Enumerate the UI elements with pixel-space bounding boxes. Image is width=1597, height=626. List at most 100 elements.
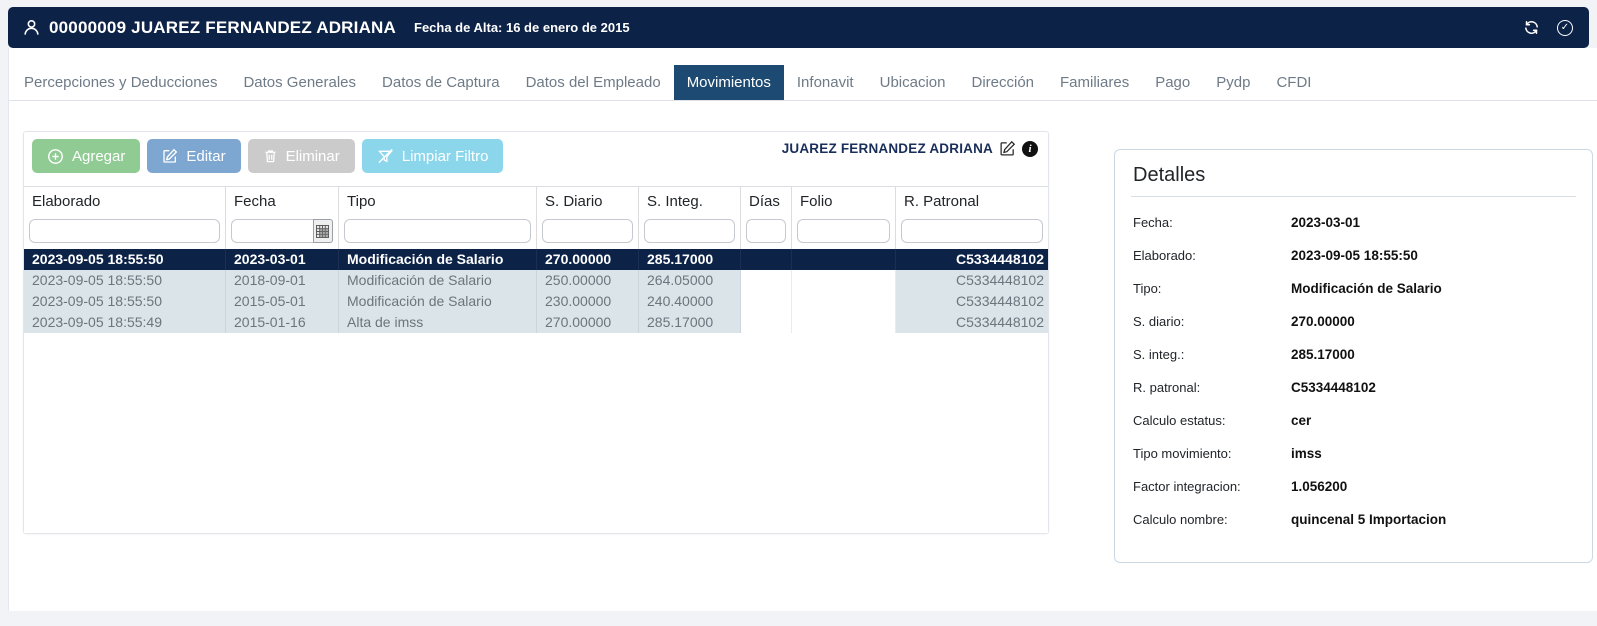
filter-elaborado-input[interactable] — [29, 219, 220, 243]
tab-pydp[interactable]: Pydp — [1216, 74, 1251, 91]
detail-value: imss — [1291, 446, 1322, 461]
table-empty-area — [24, 333, 1048, 533]
detail-label: S. diario: — [1133, 314, 1185, 329]
editar-label: Editar — [186, 147, 226, 165]
cell-elaborado: 2023-09-05 18:55:49 — [24, 312, 226, 333]
agregar-button[interactable]: Agregar — [32, 139, 141, 173]
cell-elaborado: 2023-09-05 18:55:50 — [24, 270, 226, 291]
cell-dias — [741, 270, 792, 291]
cell-r-patronal: C5334448102 — [896, 249, 1048, 270]
limpiar-filtro-button[interactable]: Limpiar Filtro — [361, 139, 504, 173]
filter-fecha-input[interactable] — [231, 219, 313, 243]
col-header-elaborado[interactable]: Elaborado — [24, 187, 226, 216]
table-row[interactable]: 2023-09-05 18:55:49 2015-01-16 Alta de i… — [24, 312, 1048, 333]
cell-s-integ: 264.05000 — [639, 270, 741, 291]
detail-label: Elaborado: — [1133, 248, 1196, 263]
cell-fecha: 2018-09-01 — [226, 270, 339, 291]
col-header-folio[interactable]: Folio — [792, 187, 896, 216]
calendar-icon[interactable] — [312, 219, 333, 243]
tab-infonavit[interactable]: Infonavit — [796, 74, 854, 91]
tab-direccion[interactable]: Dirección — [971, 74, 1035, 91]
cell-folio — [792, 270, 896, 291]
detail-label: Factor integracion: — [1133, 479, 1241, 494]
cell-r-patronal: C5334448102 — [896, 270, 1048, 291]
detail-value: Modificación de Salario — [1291, 281, 1442, 296]
detail-value: 285.17000 — [1291, 347, 1355, 362]
person-icon — [22, 18, 41, 37]
tab-ubicacion[interactable]: Ubicacion — [879, 74, 946, 91]
cell-fecha: 2023-03-01 — [226, 249, 339, 270]
col-header-s-diario[interactable]: S. Diario — [537, 187, 639, 216]
check-circle-icon[interactable]: ✓ — [1555, 18, 1575, 38]
col-header-r-patronal[interactable]: R. Patronal — [904, 193, 980, 210]
cell-fecha: 2015-01-16 — [226, 312, 339, 333]
cell-folio — [792, 249, 896, 270]
limpiar-filtro-label: Limpiar Filtro — [401, 147, 489, 165]
tab-familiares[interactable]: Familiares — [1060, 74, 1130, 91]
cell-s-integ: 240.40000 — [639, 291, 741, 312]
tab-movimientos[interactable]: Movimientos — [673, 65, 784, 100]
cell-elaborado: 2023-09-05 18:55:50 — [24, 249, 226, 270]
filter-s-diario-input[interactable] — [542, 219, 633, 243]
col-header-tipo[interactable]: Tipo — [339, 187, 537, 216]
fecha-alta-label: Fecha de Alta: 16 de enero de 2015 — [414, 20, 630, 35]
eliminar-button[interactable]: Eliminar — [247, 139, 355, 173]
tab-datos-generales[interactable]: Datos Generales — [243, 74, 357, 91]
col-header-s-integ[interactable]: S. Integ. — [639, 187, 741, 216]
sync-icon[interactable] — [1521, 18, 1541, 38]
filter-dias-input[interactable] — [746, 219, 786, 243]
trash-icon — [263, 148, 278, 164]
detail-row-r-patronal: R. patronal: C5334448102 — [1133, 368, 1574, 401]
cell-elaborado: 2023-09-05 18:55:50 — [24, 291, 226, 312]
detail-label: Calculo nombre: — [1133, 512, 1228, 527]
tab-datos-de-captura[interactable]: Datos de Captura — [382, 74, 500, 91]
edit-employee-icon[interactable] — [999, 140, 1016, 157]
eliminar-label: Eliminar — [285, 147, 340, 165]
filter-folio-input[interactable] — [797, 219, 890, 243]
detail-row-calculo-nombre: Calculo nombre: quincenal 5 Importacion — [1133, 500, 1574, 533]
detail-row-elaborado: Elaborado: 2023-09-05 18:55:50 — [1133, 236, 1574, 269]
detail-value: cer — [1291, 413, 1312, 428]
movimientos-table: Elaborado Fecha Tipo S. Diario S. Integ.… — [24, 186, 1048, 533]
col-header-fecha[interactable]: Fecha — [226, 187, 339, 216]
col-header-dias[interactable]: Días — [741, 187, 792, 216]
editar-button[interactable]: Editar — [147, 139, 241, 173]
detail-label: S. integ.: — [1133, 347, 1185, 362]
detail-row-calculo-estatus: Calculo estatus: cer — [1133, 401, 1574, 434]
table-header-row: Elaborado Fecha Tipo S. Diario S. Integ.… — [24, 187, 1048, 216]
filter-slash-icon — [377, 148, 394, 164]
cell-folio — [792, 312, 896, 333]
tab-cfdi[interactable]: CFDI — [1276, 74, 1312, 91]
tab-pago[interactable]: Pago — [1155, 74, 1191, 91]
detail-label: Tipo movimiento: — [1133, 446, 1232, 461]
cell-fecha: 2015-05-01 — [226, 291, 339, 312]
cell-s-integ: 285.17000 — [639, 312, 741, 333]
table-row[interactable]: 2023-09-05 18:55:50 2023-03-01 Modificac… — [24, 249, 1048, 270]
detail-label: Fecha: — [1133, 215, 1173, 230]
detail-value: 1.056200 — [1291, 479, 1348, 494]
details-divider — [1131, 196, 1576, 197]
tab-percepciones-y-deducciones[interactable]: Percepciones y Deducciones — [24, 74, 218, 91]
movimientos-grid-panel: Agregar Editar — [23, 131, 1049, 534]
cell-r-patronal: C5334448102 — [896, 291, 1048, 312]
filter-s-integ-input[interactable] — [644, 219, 735, 243]
table-row[interactable]: 2023-09-05 18:55:50 2018-09-01 Modificac… — [24, 270, 1048, 291]
detail-label: Calculo estatus: — [1133, 413, 1226, 428]
cell-tipo: Modificación de Salario — [339, 270, 537, 291]
tab-datos-del-empleado[interactable]: Datos del Empleado — [525, 74, 661, 91]
info-icon[interactable]: i — [1022, 140, 1038, 157]
agregar-label: Agregar — [72, 147, 126, 165]
cell-s-integ: 285.17000 — [639, 249, 741, 270]
selected-employee-name: JUAREZ FERNANDEZ ADRIANA — [781, 141, 993, 156]
filter-tipo-input[interactable] — [344, 219, 531, 243]
detail-label: R. patronal: — [1133, 380, 1201, 395]
detail-row-tipo-movimiento: Tipo movimiento: imss — [1133, 434, 1574, 467]
table-row[interactable]: 2023-09-05 18:55:50 2015-05-01 Modificac… — [24, 291, 1048, 312]
cell-tipo: Modificación de Salario — [339, 249, 537, 270]
details-panel: Detalles Fecha: 2023-03-01 Elaborado: 20… — [1114, 149, 1593, 563]
detail-label: Tipo: — [1133, 281, 1162, 296]
filter-r-patronal-input[interactable] — [901, 219, 1043, 243]
detail-row-factor-integracion: Factor integracion: 1.056200 — [1133, 467, 1574, 500]
cell-s-diario: 250.00000 — [537, 270, 639, 291]
detail-row-s-integ: S. integ.: 285.17000 — [1133, 335, 1574, 368]
